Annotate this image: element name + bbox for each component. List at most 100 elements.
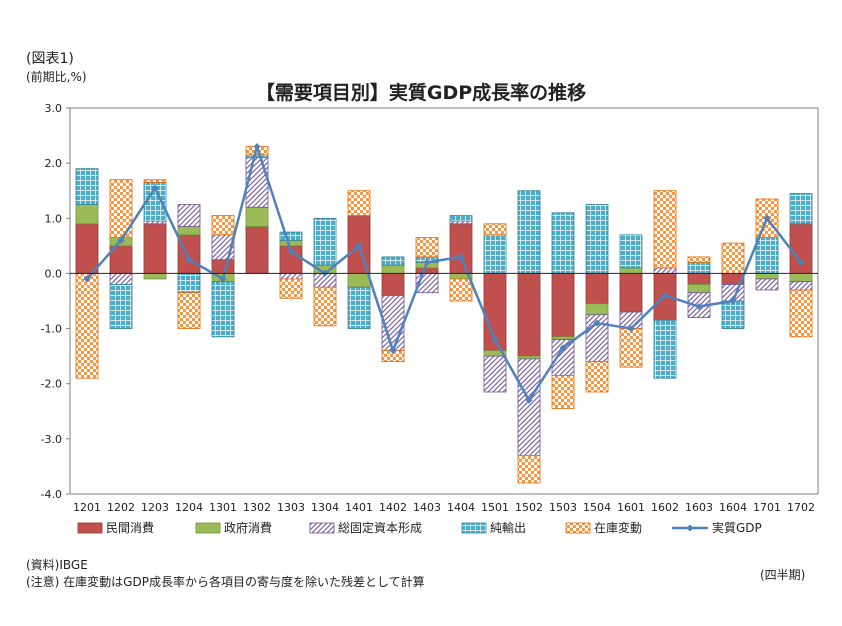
legend-label: 在庫変動 — [594, 520, 642, 535]
bar-segment — [279, 239, 303, 247]
bar-segment — [245, 157, 269, 208]
bar-segment — [211, 281, 235, 338]
bar-segment — [755, 273, 779, 280]
bar-segment — [449, 223, 473, 274]
x-tick-label: 1402 — [379, 501, 407, 514]
x-tick-label: 1202 — [107, 501, 135, 514]
y-tick-label: 2.0 — [45, 157, 63, 170]
legend-swatch — [77, 522, 103, 534]
legend-swatch — [195, 522, 221, 534]
bar-segment — [279, 231, 303, 241]
bar-segment — [313, 217, 337, 266]
bar-segment — [517, 355, 541, 360]
bar-segment — [517, 190, 541, 274]
bar-segment — [177, 273, 201, 294]
x-tick-label: 1301 — [209, 501, 237, 514]
bar-segment — [483, 223, 507, 236]
bar-segment — [653, 267, 677, 274]
y-tick-label: 1.0 — [45, 212, 63, 225]
bar-segment — [177, 204, 201, 227]
bar-segment — [313, 286, 337, 327]
bar-segment — [585, 361, 609, 393]
bar-segment — [721, 242, 745, 274]
y-tick-label: -2.0 — [41, 378, 62, 391]
gdp-point — [491, 336, 499, 344]
bar-segment — [653, 190, 677, 269]
bar-segment — [143, 273, 167, 280]
bar-segment — [619, 267, 643, 274]
bar-segment — [75, 204, 99, 225]
legend-swatch — [309, 522, 335, 534]
gdp-point — [695, 303, 703, 311]
x-tick-label: 1701 — [753, 501, 781, 514]
legend-label: 実質GDP — [712, 520, 762, 535]
bar-segment — [75, 223, 99, 274]
gdp-point — [661, 291, 669, 299]
bar-segment — [619, 273, 643, 313]
x-tick-label: 1601 — [617, 501, 645, 514]
bar-segment — [415, 267, 439, 274]
gdp-point — [559, 344, 567, 352]
bar-segment — [789, 289, 813, 338]
bar-segment — [517, 454, 541, 484]
figure-label: (図表1) — [26, 51, 74, 67]
bar-segment — [177, 292, 201, 329]
bar-segment — [619, 234, 643, 269]
bar-segment — [687, 261, 711, 274]
bar-segment — [143, 220, 167, 225]
x-tick-label: 1502 — [515, 501, 543, 514]
bar-segment — [245, 154, 269, 159]
gdp-point — [117, 236, 125, 244]
x-tick-label: 1204 — [175, 501, 203, 514]
chart-title: 【需要項目別】実質GDP成長率の推移 — [255, 82, 587, 104]
bar-segment — [551, 375, 575, 409]
gdp-point — [219, 275, 227, 283]
legend-swatch — [565, 522, 591, 534]
x-tick-label: 1503 — [549, 501, 577, 514]
legend-label: 民間消費 — [106, 520, 154, 535]
bar-segment — [109, 284, 133, 329]
bar-segment — [279, 278, 303, 299]
gdp-point — [355, 242, 363, 250]
gdp-point — [525, 396, 533, 404]
bar-segment — [449, 220, 473, 225]
gdp-line — [86, 145, 802, 402]
bar-segment — [75, 168, 99, 205]
source-note: (資料)IBGE — [26, 558, 88, 572]
bar-segment — [585, 273, 609, 305]
gdp-point — [797, 258, 805, 266]
bar-segment — [619, 328, 643, 368]
bar-segment — [211, 259, 235, 274]
bar-segment — [687, 284, 711, 294]
bar-segment — [789, 193, 813, 225]
x-tick-label: 1603 — [685, 501, 713, 514]
bar-segment — [687, 273, 711, 285]
bar-segment — [245, 226, 269, 274]
calculation-note: (注意) 在庫変動はGDP成長率から各項目の寄与度を除いた残差として計算 — [26, 575, 425, 589]
legend-label: 総固定資本形成 — [338, 520, 422, 535]
gdp-point — [593, 319, 601, 327]
y-tick-label: -3.0 — [41, 433, 62, 446]
legend-label: 純輸出 — [490, 520, 526, 535]
bar-segment — [755, 237, 779, 274]
bar-segment — [381, 273, 405, 296]
y-axis-unit-label: (前期比,%) — [26, 70, 87, 84]
bar-segment — [755, 278, 779, 291]
legend-swatch — [461, 522, 487, 534]
bar-segment — [177, 226, 201, 236]
x-axis-unit-label: (四半期) — [760, 568, 806, 582]
bar-segment — [653, 319, 677, 379]
legend-label: 政府消費 — [224, 520, 272, 535]
bar-segment — [483, 355, 507, 393]
bar-segment — [109, 273, 133, 285]
bar-segment — [245, 206, 269, 227]
legend-swatch-marker — [686, 524, 694, 532]
bar-segment — [551, 273, 575, 338]
y-tick-label: 0.0 — [45, 267, 63, 280]
gdp-point — [83, 275, 91, 283]
bar-segment — [347, 190, 371, 216]
x-tick-label: 1501 — [481, 501, 509, 514]
gdp-point — [423, 258, 431, 266]
bar-segment — [517, 358, 541, 456]
